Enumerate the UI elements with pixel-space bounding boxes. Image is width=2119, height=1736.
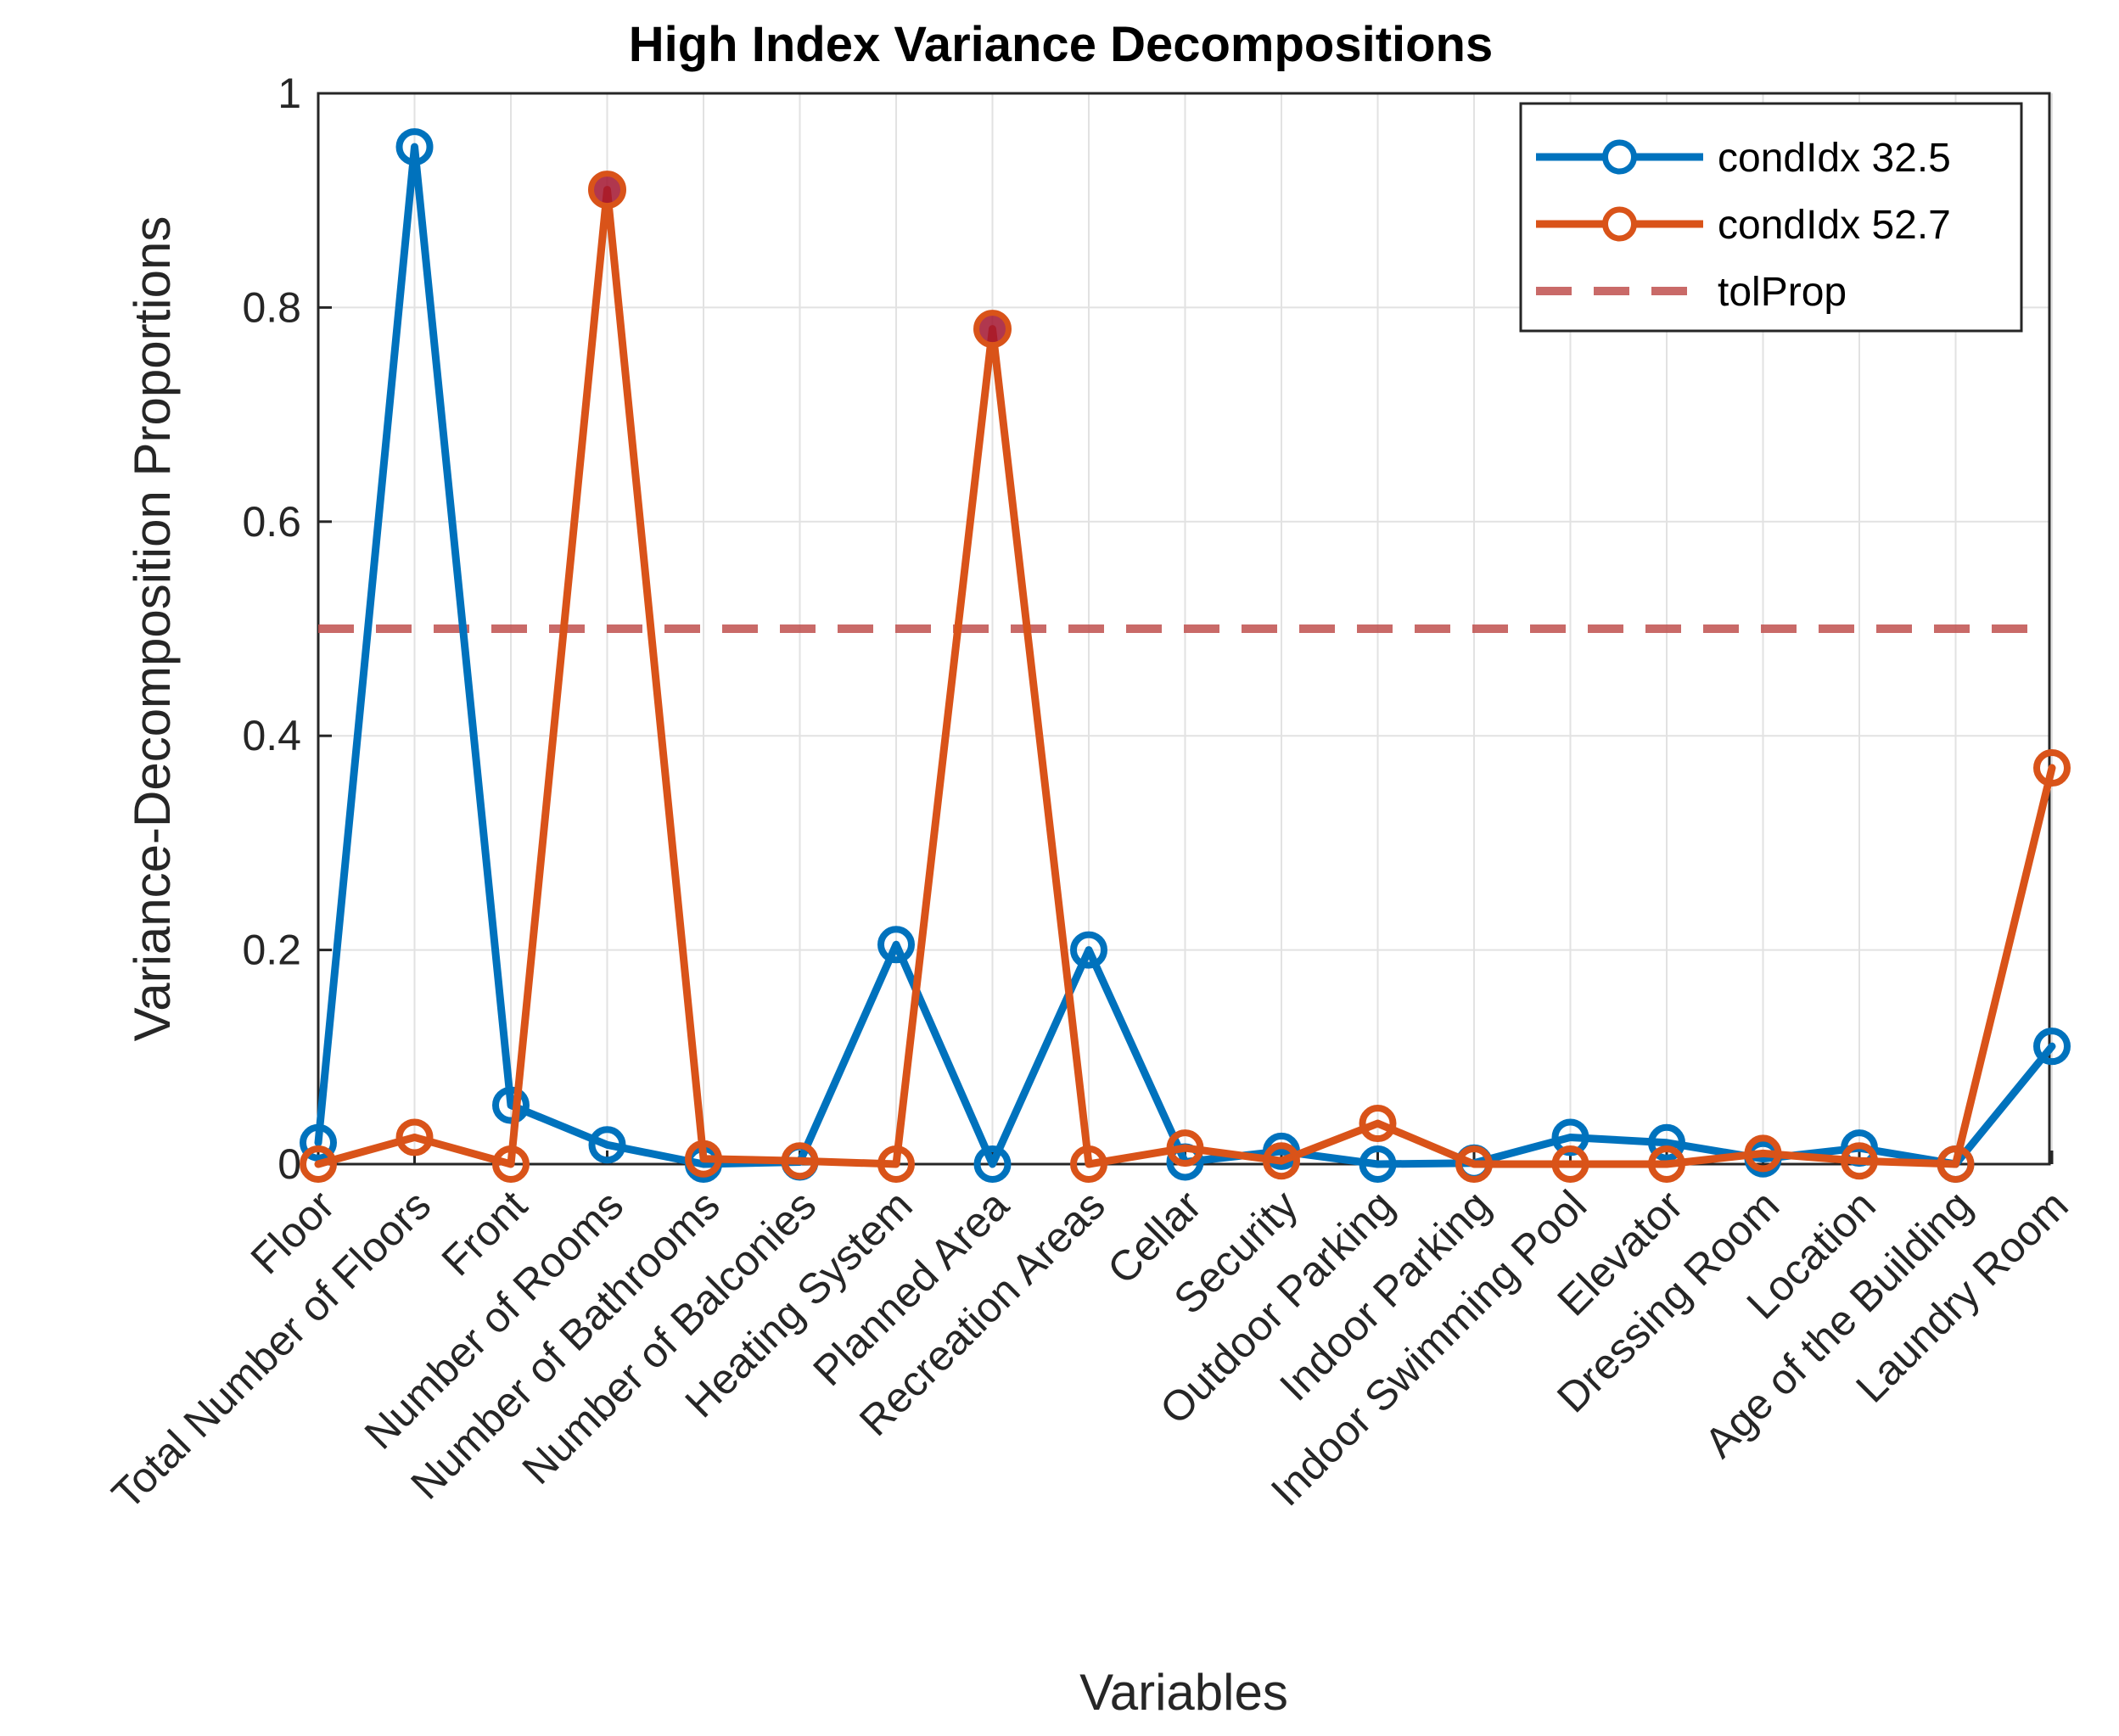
y-tick-label: 0 xyxy=(277,1140,301,1188)
data-point xyxy=(781,1142,819,1180)
data-point xyxy=(1648,1123,1685,1162)
data-point xyxy=(492,1145,530,1183)
data-point xyxy=(877,926,915,964)
highlighted-point xyxy=(973,310,1012,349)
y-tick-label: 1 xyxy=(277,70,301,117)
legend: condIdx 32.5 condIdx 52.7 tolProp xyxy=(1519,102,2023,333)
data-point xyxy=(877,1145,915,1183)
y-tick-label: 0.2 xyxy=(242,927,301,974)
legend-label: condIdx 32.5 xyxy=(1718,136,1951,181)
legend-label: condIdx 52.7 xyxy=(1718,203,1951,248)
data-point xyxy=(1744,1134,1782,1173)
data-point xyxy=(1166,1129,1204,1168)
series-2 xyxy=(300,171,2071,1183)
data-point xyxy=(588,1126,626,1164)
data-point xyxy=(685,1140,722,1178)
data-point xyxy=(1551,1145,1589,1183)
y-tick-label: 0.4 xyxy=(242,712,301,759)
y-axis-label: Variance-Decomposition Proportions xyxy=(124,216,181,1042)
data-point xyxy=(1551,1118,1589,1156)
data-point xyxy=(1841,1142,1878,1180)
highlighted-point xyxy=(588,171,626,210)
data-point xyxy=(395,1118,434,1156)
data-point xyxy=(1455,1145,1493,1183)
data-point xyxy=(1648,1145,1685,1183)
series-layer xyxy=(300,128,2071,1183)
x-axis-label: Variables xyxy=(1079,1664,1288,1721)
legend-swatch-marker xyxy=(1602,139,1637,175)
data-point xyxy=(1070,1145,1107,1183)
data-point xyxy=(1937,1145,1975,1183)
y-tick-label: 0.8 xyxy=(242,283,301,331)
data-point xyxy=(2033,1028,2071,1066)
y-axis: 0 0.2 0.4 0.6 0.8 1 xyxy=(242,70,332,1188)
data-point xyxy=(1359,1105,1397,1143)
chart-title: High Index Variance Decompositions xyxy=(629,17,1493,72)
data-point xyxy=(395,128,434,166)
data-point xyxy=(1070,931,1107,969)
data-point xyxy=(2033,749,2071,787)
legend-label: tolProp xyxy=(1718,270,1847,315)
data-point xyxy=(1359,1145,1397,1183)
data-point xyxy=(300,1145,337,1183)
data-point xyxy=(1263,1142,1300,1180)
legend-swatch-marker xyxy=(1602,206,1637,242)
data-point xyxy=(973,1145,1012,1183)
data-point xyxy=(492,1086,530,1124)
y-tick-label: 0.6 xyxy=(242,498,301,546)
data-point xyxy=(300,1123,337,1162)
